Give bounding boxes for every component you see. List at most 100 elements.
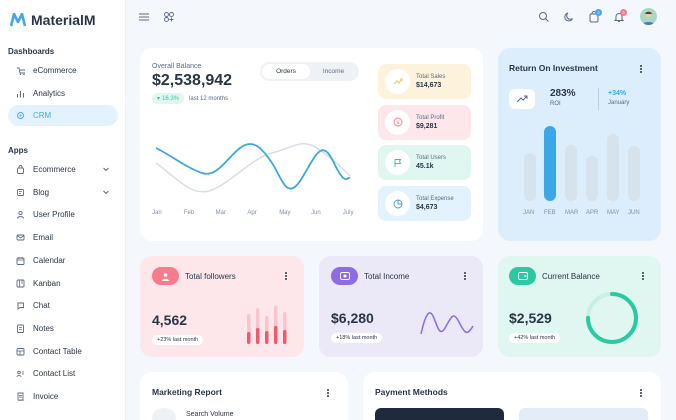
income-more-icon[interactable]: [464, 271, 467, 281]
income-series-line: [155, 143, 351, 193]
current-balance-change: +42% last month: [509, 333, 561, 343]
income-value: $6,280: [331, 310, 374, 326]
sidebar-item-analytics[interactable]: Analytics: [8, 83, 118, 104]
logo-icon: [10, 13, 26, 27]
svg-text:$: $: [396, 120, 400, 126]
income-change: +18% last month: [331, 333, 383, 343]
sidebar-item-user-profile[interactable]: User Profile: [8, 204, 118, 225]
chevron-down-icon[interactable]: [102, 188, 110, 196]
section-dashboards: Dashboards: [8, 47, 55, 56]
roi-bar-feb: [544, 126, 556, 201]
current-balance-title: Current Balance: [542, 272, 600, 281]
stat-value: $4,673: [416, 204, 438, 212]
sidebar-item-contact-list[interactable]: Contact List: [8, 363, 118, 384]
sidebar-item-notes[interactable]: Notes: [8, 318, 118, 339]
user-icon: [17, 211, 24, 220]
followers-icon: [152, 267, 179, 285]
sidebar-item-invoice[interactable]: Invoice: [8, 386, 118, 407]
roi-change-label: January: [608, 100, 630, 106]
light-card-preview[interactable]: [519, 408, 648, 420]
sidebar-item-calendar[interactable]: Calendar: [8, 250, 118, 271]
flag-icon: [385, 150, 410, 176]
stat-label: Total Expense: [416, 196, 454, 203]
search-volume-icon: [152, 408, 176, 420]
stat-value: $14,673: [416, 82, 442, 89]
apps-icon[interactable]: [163, 11, 175, 23]
sidebar-item-ecommerce[interactable]: Ecommerce: [8, 159, 118, 180]
tab-orders[interactable]: Orders: [262, 64, 310, 79]
roi-bar-jan: [524, 153, 536, 201]
user-avatar-icon: [642, 11, 655, 25]
balance-tabs: Orders Income: [260, 62, 359, 81]
stat-value: $9,281: [416, 122, 438, 130]
stat-total-profit: $ Total Profit $9,281: [378, 104, 471, 140]
balance-period: last 12 months: [189, 95, 229, 102]
trend-icon: [385, 69, 410, 94]
sidebar-item-kanban[interactable]: Kanban: [8, 273, 118, 294]
logo[interactable]: MaterialM: [10, 12, 96, 28]
stat-label: Total Profit: [416, 114, 445, 121]
sidebar-item-email[interactable]: Email: [8, 227, 118, 248]
payment-more-icon[interactable]: [640, 388, 643, 398]
section-apps: Apps: [8, 146, 28, 155]
current-balance-more-icon[interactable]: [642, 271, 645, 281]
chat-icon: [17, 302, 24, 311]
roi-bar-jun: [628, 146, 640, 201]
balance-month-label: Feb: [183, 210, 195, 216]
search-icon[interactable]: [538, 11, 550, 23]
balance-amount: $2,538,942: [152, 72, 233, 89]
sidebar-item-contact-table[interactable]: Contact Table: [8, 341, 118, 362]
mail-icon: [16, 234, 25, 241]
balance-month-label: Jan: [152, 210, 162, 216]
balance-month-label: Mar: [215, 210, 226, 216]
current-balance-value: $2,529: [509, 310, 552, 326]
stat-total-expense: Total Expense $4,673: [378, 186, 471, 222]
stat-label: Total Users: [416, 155, 447, 162]
roi-bar-may: [607, 134, 619, 201]
bag-icon: [17, 165, 24, 174]
total-income-card: Total Income $6,280 +18% last month: [319, 256, 483, 357]
sidebar-item-label: Contact Table: [33, 346, 82, 356]
chevron-down-icon[interactable]: [102, 165, 110, 173]
balance-progress-ring: [586, 292, 638, 344]
roi-more-icon[interactable]: [640, 64, 643, 74]
tab-income[interactable]: Income: [322, 68, 345, 75]
balance-month-label: May: [279, 210, 291, 216]
sidebar-item-ecommerce[interactable]: eCommerce: [8, 60, 118, 81]
sidebar-item-label: eCommerce: [33, 66, 77, 75]
moon-icon[interactable]: [563, 11, 575, 23]
dark-card-preview[interactable]: [375, 408, 504, 420]
avatar[interactable]: [640, 8, 657, 25]
marketing-more-icon[interactable]: [327, 388, 330, 398]
balance-month-label: Jun: [311, 210, 321, 216]
notification-badge: 5: [620, 9, 627, 16]
sidebar-item-label: Calendar: [33, 255, 66, 265]
payment-methods-card: Payment Methods: [363, 372, 661, 420]
marketing-title: Marketing Report: [152, 387, 222, 397]
app-name: MaterialM: [31, 12, 96, 28]
menu-icon[interactable]: [138, 11, 150, 23]
income-title: Total Income: [364, 272, 410, 281]
followers-change: +23% last month: [152, 335, 204, 345]
followers-more-icon[interactable]: [285, 271, 288, 281]
sidebar-item-label: Notes: [33, 323, 54, 333]
sidebar: MaterialM Dashboards eCommerce Analytics C…: [0, 0, 126, 420]
balance-line-chart: [155, 143, 351, 193]
roi-bar-apr: [586, 156, 598, 201]
sidebar-item-label: Email: [33, 233, 54, 243]
sidebar-item-chat[interactable]: Chat: [8, 295, 118, 316]
balance-progress-fill: [586, 292, 638, 344]
sidebar-item-label: Analytics: [33, 88, 66, 98]
sidebar-item-label: Ecommerce: [33, 165, 76, 174]
sidebar-item-blog[interactable]: Blog: [8, 182, 118, 203]
sidebar-item-label: Contact List: [33, 369, 76, 379]
roi-month-label: FEB: [544, 210, 556, 216]
income-sparkline: [420, 312, 474, 335]
balance-change-value: 16.3%: [162, 95, 180, 102]
table-icon: [16, 347, 25, 356]
balance-change-row: ▾ 16.3% last 12 months: [152, 93, 228, 104]
sidebar-item-label: Invoice: [33, 392, 59, 401]
sidebar-item-crm[interactable]: CRM: [8, 105, 118, 127]
followers-value: 4,562: [152, 312, 188, 328]
cart-badge: 2: [595, 9, 602, 16]
